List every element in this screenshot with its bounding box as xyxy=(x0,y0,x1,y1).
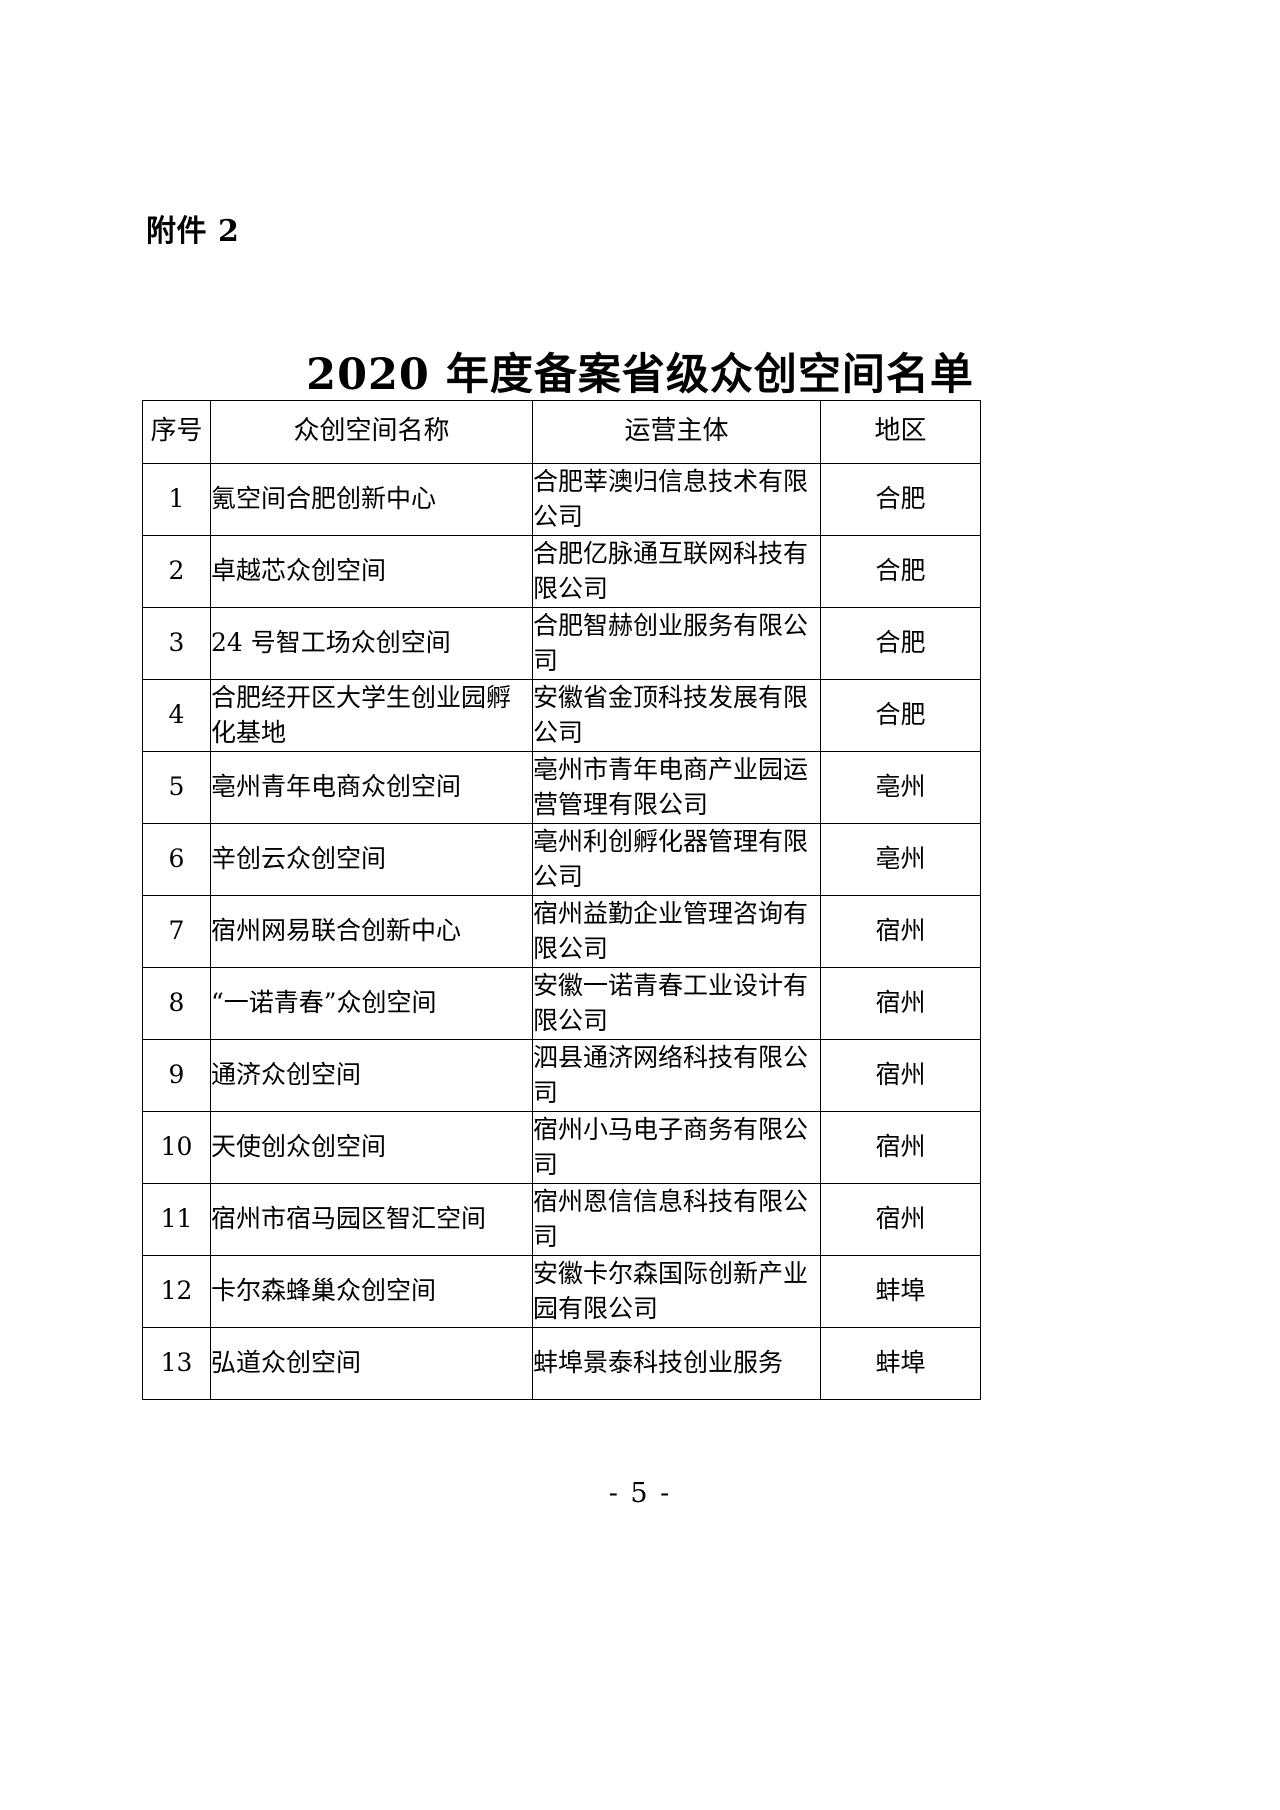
table-header: 序号 众创空间名称 运营主体 地区 xyxy=(142,400,981,464)
table-row: 11 宿州市宿马园区智汇空间 宿州恩信信息科技有限公司 宿州 xyxy=(142,1183,981,1256)
cell-region: 合肥 xyxy=(820,679,981,752)
table-row: 3 24 号智工场众创空间 合肥智赫创业服务有限公司 合肥 xyxy=(142,607,981,680)
cell-operator: 安徽省金顶科技发展有限公司 xyxy=(532,679,821,752)
cell-region: 宿州 xyxy=(820,1039,981,1112)
cell-region: 合肥 xyxy=(820,535,981,608)
table-row: 13 弘道众创空间 蚌埠景泰科技创业服务 蚌埠 xyxy=(142,1327,981,1400)
table-row: 5 亳州青年电商众创空间 亳州市青年电商产业园运营管理有限公司 亳州 xyxy=(142,751,981,824)
attachment-label: 附件 2 xyxy=(146,214,240,249)
cell-index: 7 xyxy=(142,895,211,968)
column-header-region: 地区 xyxy=(820,400,981,464)
cell-space-name: 卡尔森蜂巢众创空间 xyxy=(210,1255,533,1328)
cell-operator: 合肥亿脉通互联网科技有限公司 xyxy=(532,535,821,608)
table-body: 1 氪空间合肥创新中心 合肥莘澳归信息技术有限公司 合肥 2 卓越芯众创空间 合肥亿脉通互联… xyxy=(142,463,981,1400)
table-row: 4 合肥经开区大学生创业园孵化基地 安徽省金顶科技发展有限公司 合肥 xyxy=(142,679,981,752)
cell-operator: 安徽卡尔森国际创新产业园有限公司 xyxy=(532,1255,821,1328)
cell-index: 6 xyxy=(142,823,211,896)
table-row: 2 卓越芯众创空间 合肥亿脉通互联网科技有限公司 合肥 xyxy=(142,535,981,608)
cell-index: 12 xyxy=(142,1255,211,1328)
cell-space-name: 合肥经开区大学生创业园孵化基地 xyxy=(210,679,533,752)
cell-space-name: 天使创众创空间 xyxy=(210,1111,533,1184)
cell-operator: 泗县通济网络科技有限公司 xyxy=(532,1039,821,1112)
cell-region: 合肥 xyxy=(820,607,981,680)
cell-operator: 合肥莘澳归信息技术有限公司 xyxy=(532,463,821,536)
cell-index: 4 xyxy=(142,679,211,752)
table-row: 10 天使创众创空间 宿州小马电子商务有限公司 宿州 xyxy=(142,1111,981,1184)
page-title: 2020 年度备案省级众创空间名单 xyxy=(306,349,974,400)
cell-region: 蚌埠 xyxy=(820,1255,981,1328)
cell-space-name: 通济众创空间 xyxy=(210,1039,533,1112)
cell-region: 合肥 xyxy=(820,463,981,536)
cell-index: 5 xyxy=(142,751,211,824)
cell-space-name: 氪空间合肥创新中心 xyxy=(210,463,533,536)
cell-region: 宿州 xyxy=(820,967,981,1040)
cell-operator: 宿州益勤企业管理咨询有限公司 xyxy=(532,895,821,968)
list-table-container: 序号 众创空间名称 运营主体 地区 1 氪空间合肥创新中心 合肥莘澳归信息技术有限公… xyxy=(142,400,981,1400)
cell-space-name: “一诺青春”众创空间 xyxy=(210,967,533,1040)
cell-index: 2 xyxy=(142,535,211,608)
cell-region: 宿州 xyxy=(820,1111,981,1184)
column-header-name: 众创空间名称 xyxy=(210,400,533,464)
table-row: 9 通济众创空间 泗县通济网络科技有限公司 宿州 xyxy=(142,1039,981,1112)
cell-operator: 宿州小马电子商务有限公司 xyxy=(532,1111,821,1184)
cell-space-name: 宿州市宿马园区智汇空间 xyxy=(210,1183,533,1256)
table-row: 8 “一诺青春”众创空间 安徽一诺青春工业设计有限公司 宿州 xyxy=(142,967,981,1040)
cell-operator: 亳州市青年电商产业园运营管理有限公司 xyxy=(532,751,821,824)
cell-space-name: 弘道众创空间 xyxy=(210,1327,533,1400)
cell-index: 10 xyxy=(142,1111,211,1184)
cell-operator: 宿州恩信信息科技有限公司 xyxy=(532,1183,821,1256)
cell-space-name: 宿州网易联合创新中心 xyxy=(210,895,533,968)
cell-space-name: 亳州青年电商众创空间 xyxy=(210,751,533,824)
cell-operator: 安徽一诺青春工业设计有限公司 xyxy=(532,967,821,1040)
cell-operator: 蚌埠景泰科技创业服务 xyxy=(532,1327,821,1400)
cell-index: 3 xyxy=(142,607,211,680)
column-header-index: 序号 xyxy=(142,400,211,464)
cell-space-name: 卓越芯众创空间 xyxy=(210,535,533,608)
column-header-operator: 运营主体 xyxy=(532,400,821,464)
table-row: 6 辛创云众创空间 亳州利创孵化器管理有限公司 亳州 xyxy=(142,823,981,896)
cell-space-name: 24 号智工场众创空间 xyxy=(210,607,533,680)
cell-region: 宿州 xyxy=(820,1183,981,1256)
cell-index: 8 xyxy=(142,967,211,1040)
cell-region: 亳州 xyxy=(820,823,981,896)
cell-region: 蚌埠 xyxy=(820,1327,981,1400)
cell-index: 9 xyxy=(142,1039,211,1112)
table-row: 1 氪空间合肥创新中心 合肥莘澳归信息技术有限公司 合肥 xyxy=(142,463,981,536)
table-row: 7 宿州网易联合创新中心 宿州益勤企业管理咨询有限公司 宿州 xyxy=(142,895,981,968)
cell-operator: 亳州利创孵化器管理有限公司 xyxy=(532,823,821,896)
page-number-footer: - 5 - xyxy=(608,1478,672,1509)
table-header-row: 序号 众创空间名称 运营主体 地区 xyxy=(142,400,981,464)
cell-index: 11 xyxy=(142,1183,211,1256)
table-row: 12 卡尔森蜂巢众创空间 安徽卡尔森国际创新产业园有限公司 蚌埠 xyxy=(142,1255,981,1328)
cell-region: 亳州 xyxy=(820,751,981,824)
cell-index: 13 xyxy=(142,1327,211,1400)
cell-space-name: 辛创云众创空间 xyxy=(210,823,533,896)
cell-region: 宿州 xyxy=(820,895,981,968)
incubator-list-table: 序号 众创空间名称 运营主体 地区 1 氪空间合肥创新中心 合肥莘澳归信息技术有限公… xyxy=(142,400,981,1400)
cell-operator: 合肥智赫创业服务有限公司 xyxy=(532,607,821,680)
cell-index: 1 xyxy=(142,463,211,536)
